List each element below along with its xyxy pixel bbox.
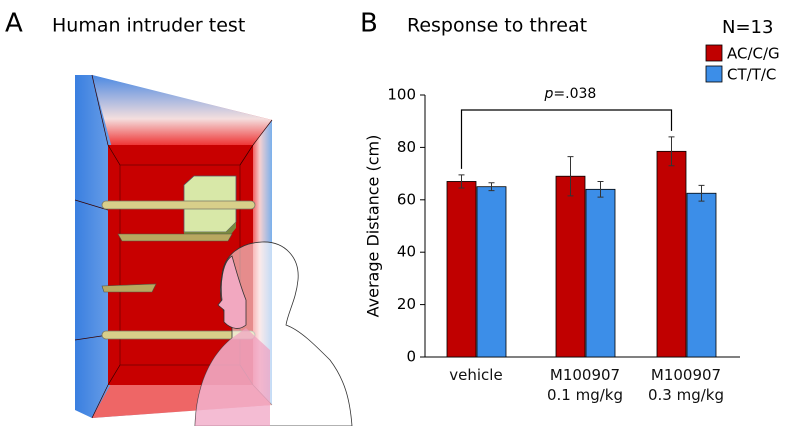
significance-bracket [460,109,673,169]
error-bar [668,136,675,167]
legend-label: CT/T/C [727,66,776,84]
panel-title: Human intruder test [52,15,245,37]
bar [476,186,507,358]
y-axis-label: Average Distance (cm) [364,135,383,318]
error-bar [458,174,465,189]
x-tick-label: vehicle [449,366,503,384]
y-tick-label: 80 [397,138,416,156]
error-bar [488,182,495,192]
error-bar [698,184,705,202]
illustration [74,74,353,426]
bar [585,188,616,358]
y-tick-label: 0 [406,348,416,366]
x-tick-label: M100907 0.1 mg/kg [546,366,624,404]
y-tick-label: 20 [397,295,416,313]
error-bar [567,156,574,197]
legend-swatch [705,65,723,83]
annotation: p=.038 [544,86,597,102]
panel-letter: B [360,9,378,39]
y-tick-label: 40 [397,243,416,261]
bar [656,150,687,358]
error-bar [597,180,604,198]
chart-title: Response to threat [407,15,587,37]
y-tick-label: 60 [397,190,416,208]
legend-swatch [705,44,723,62]
panel-letter: A [5,9,23,39]
legend-title: N=13 [722,17,773,38]
y-tick-label: 100 [387,86,416,104]
legend-label: AC/C/G [727,45,780,63]
bar [686,192,717,358]
x-tick-label: M100907 0.3 mg/kg [647,366,725,404]
bar [446,181,477,358]
bar [555,175,586,358]
